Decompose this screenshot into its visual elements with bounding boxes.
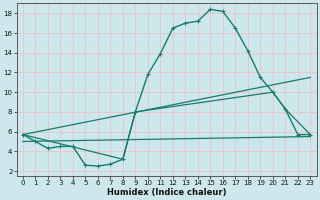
X-axis label: Humidex (Indice chaleur): Humidex (Indice chaleur) <box>107 188 226 197</box>
